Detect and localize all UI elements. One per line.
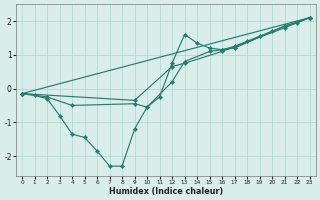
X-axis label: Humidex (Indice chaleur): Humidex (Indice chaleur) [109,187,223,196]
